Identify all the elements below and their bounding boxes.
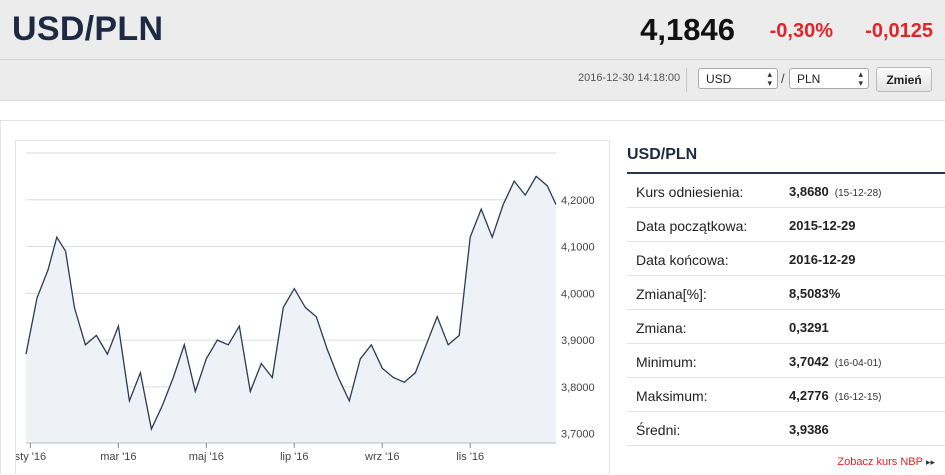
- stat-value: 8,5083%: [789, 286, 840, 301]
- y-tick-label: 3,9000: [561, 335, 595, 347]
- stat-row: Maksimum: 4,2776 (16-12-15): [627, 378, 945, 412]
- select-arrows-icon: ▴ ▾: [858, 69, 863, 88]
- y-tick-label: 3,7000: [561, 429, 595, 441]
- to-currency-select[interactable]: PLN ▴ ▾: [789, 68, 869, 89]
- pair-title: USD/PLN: [12, 10, 164, 48]
- stat-date: (16-12-15): [834, 392, 882, 403]
- stat-label: Data końcowa:: [636, 252, 729, 268]
- nbp-rate-link[interactable]: Zobacz kurs NBP ▸▸: [837, 456, 935, 468]
- chart-svg: 3,7000 3,8000 3,9000 4,0000 4,1000 4,2000 sty …: [16, 152, 595, 463]
- toolbar-separator: [686, 68, 687, 92]
- from-currency-select[interactable]: USD ▴ ▾: [698, 68, 778, 89]
- x-tick-label: sty '16: [16, 451, 46, 463]
- stat-value: 4,2776 (16-12-15): [789, 388, 881, 403]
- stat-label: Data początkowa:: [636, 218, 748, 234]
- stat-value: 2015-12-29: [789, 218, 856, 233]
- stat-value-number: 2016-12-29: [789, 252, 856, 267]
- quote-timestamp: 2016-12-30 14:18:00: [578, 72, 681, 84]
- series-line: [25, 175, 557, 432]
- x-tick-label: mar '16: [100, 451, 136, 463]
- stats-title: USD/PLN: [627, 146, 698, 163]
- stat-row: Data końcowa: 2016-12-29: [627, 242, 945, 276]
- to-currency-value: PLN: [797, 72, 821, 86]
- x-tick-label: maj '16: [189, 451, 224, 463]
- stat-label: Zmiana[%]:: [636, 286, 707, 302]
- stat-value: 3,7042 (16-04-01): [789, 354, 881, 369]
- select-arrows-icon: ▴ ▾: [767, 69, 772, 88]
- y-tick-label: 4,0000: [561, 288, 595, 300]
- stat-label: Zmiana:: [636, 320, 687, 336]
- from-currency-value: USD: [706, 72, 732, 86]
- stat-value-number: 8,5083%: [789, 286, 841, 301]
- y-tick-label: 3,8000: [561, 382, 595, 394]
- stat-date: (15-12-28): [834, 188, 882, 199]
- stat-row: Średni: 3,9386: [627, 412, 945, 446]
- change-absolute: -0,0125: [865, 20, 933, 42]
- stat-value-number: 3,7042: [789, 354, 829, 369]
- stat-value-number: 3,9386: [789, 422, 829, 437]
- x-tick-label: lis '16: [456, 451, 484, 463]
- y-tick-label: 4,2000: [561, 195, 595, 207]
- stat-date: (16-04-01): [834, 358, 882, 369]
- double-arrow-icon: ▸▸: [925, 457, 935, 467]
- stat-value: 2016-12-29: [789, 252, 856, 267]
- stat-row: Kurs odniesienia: 3,8680 (15-12-28): [627, 174, 945, 208]
- quote-header: USD/PLN 4,1846 -0,30% -0,0125 2016-12-30…: [0, 0, 945, 101]
- change-button[interactable]: Zmień: [876, 67, 932, 92]
- stat-label: Średni:: [636, 422, 681, 438]
- header-divider: [0, 59, 945, 60]
- stat-row: Data początkowa: 2015-12-29: [627, 208, 945, 242]
- stat-value-number: 0,3291: [789, 320, 829, 335]
- stat-label: Maksimum:: [636, 388, 708, 404]
- rate-chart: 3,7000 3,8000 3,9000 4,0000 4,1000 4,2000 sty …: [15, 140, 610, 474]
- nbp-link-label: Zobacz kurs NBP: [837, 456, 923, 468]
- content-panel: [0, 120, 945, 474]
- y-tick-label: 4,1000: [561, 242, 595, 254]
- stat-label: Kurs odniesienia:: [636, 184, 744, 200]
- currency-separator: /: [781, 71, 785, 86]
- stat-row: Zmiana[%]: 8,5083%: [627, 276, 945, 310]
- stat-value: 3,8680 (15-12-28): [789, 184, 881, 199]
- x-tick-label: lip '16: [280, 451, 308, 463]
- stat-value: 3,9386: [789, 422, 829, 437]
- current-rate: 4,1846: [640, 12, 735, 47]
- stats-title-underline: [627, 172, 945, 174]
- series-area: [26, 176, 556, 443]
- stat-row: Minimum: 3,7042 (16-04-01): [627, 344, 945, 378]
- stat-value: 0,3291: [789, 320, 829, 335]
- stat-row: Zmiana: 0,3291: [627, 310, 945, 344]
- stat-value-number: 4,2776: [789, 388, 829, 403]
- stat-value-number: 3,8680: [789, 184, 829, 199]
- x-tick-label: wrz '16: [364, 451, 400, 463]
- change-percent: -0,30%: [769, 20, 833, 42]
- stat-value-number: 2015-12-29: [789, 218, 856, 233]
- stat-label: Minimum:: [636, 354, 697, 370]
